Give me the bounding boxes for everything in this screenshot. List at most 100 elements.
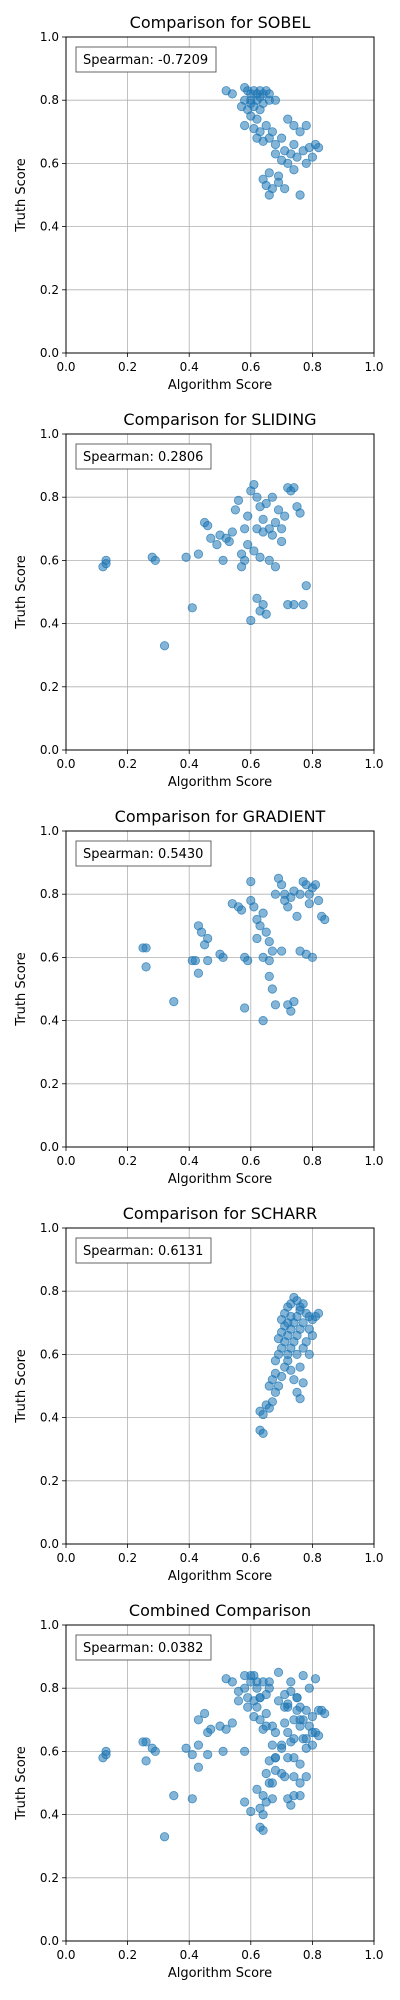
data-point [264, 133, 274, 143]
y-tick-label: 0.0 [40, 346, 59, 360]
y-tick-label: 1.0 [40, 1618, 59, 1632]
y-tick-label: 0.0 [40, 1934, 59, 1948]
x-tick-label: 0.4 [180, 1551, 199, 1565]
y-tick-label: 0.0 [40, 743, 59, 757]
data-point [255, 92, 265, 102]
data-point [286, 1299, 296, 1309]
data-point [212, 539, 222, 550]
x-tick-label: 0.8 [303, 757, 322, 771]
x-tick-label: 0.8 [303, 1154, 322, 1168]
data-point [286, 1343, 296, 1353]
data-point [264, 555, 274, 566]
x-tick-label: 0.2 [118, 360, 137, 374]
chart-title: Comparison for SCHARR [123, 1204, 318, 1223]
data-point [258, 952, 268, 963]
data-point [221, 1724, 231, 1734]
chart-panel-2: Comparison for GRADIENT 0.0 0.2 0.4 0.6 0.8 1.… [14, 807, 384, 1187]
x-tick-label: 0.0 [56, 1948, 75, 1962]
data-point [187, 603, 197, 613]
spearman-box [75, 443, 212, 470]
data-point [307, 952, 317, 963]
data-point [295, 127, 305, 137]
data-point [283, 902, 293, 912]
data-point [273, 1381, 284, 1391]
data-point [218, 555, 228, 566]
x-tick-label: 0.0 [56, 1154, 75, 1168]
data-point [267, 530, 277, 540]
scatter-series [221, 82, 324, 200]
y-tick-label: 0.6 [40, 553, 59, 567]
data-point [240, 1003, 250, 1013]
data-point [203, 1749, 213, 1760]
x-tick-label: 0.2 [118, 757, 137, 771]
data-point [289, 600, 299, 610]
data-point [246, 876, 256, 887]
chart-panel-3: Comparison for SCHARR 0.0 0.2 0.4 0.6 0.8 1.0 0… [14, 1204, 384, 1584]
x-tick-label: 0.8 [303, 360, 322, 374]
data-point [313, 143, 324, 153]
data-point [261, 1768, 271, 1779]
x-axis-label: Algorithm Score [168, 775, 272, 790]
data-point [304, 1721, 314, 1731]
data-point [246, 1806, 256, 1817]
data-point [150, 555, 160, 566]
y-tick-label: 0.0 [40, 1140, 59, 1154]
data-point [267, 492, 277, 502]
y-axis-label: Truth Score [14, 1349, 29, 1424]
data-point [283, 1699, 293, 1709]
data-point [301, 1734, 311, 1744]
y-tick-label: 0.0 [40, 1537, 59, 1551]
data-point [196, 927, 207, 937]
y-tick-label: 0.8 [40, 887, 59, 901]
data-point [252, 593, 262, 603]
data-point [255, 921, 265, 931]
data-point [227, 527, 237, 537]
y-axis-label: Truth Score [14, 952, 29, 1027]
data-point [240, 120, 250, 131]
data-point [320, 914, 330, 925]
data-point [264, 1778, 274, 1788]
data-point [286, 1686, 296, 1696]
data-point [101, 555, 111, 566]
data-point [286, 1365, 296, 1375]
x-tick-label: 0.2 [118, 1948, 137, 1962]
x-tick-label: 0.0 [56, 757, 75, 771]
data-point [236, 562, 247, 572]
data-point [233, 1696, 244, 1706]
data-point [258, 1428, 268, 1439]
data-point [280, 184, 290, 194]
data-point [258, 1015, 268, 1026]
data-point [270, 889, 281, 899]
scatter-series [138, 873, 330, 1026]
data-point [261, 927, 271, 937]
data-point [304, 1349, 314, 1360]
data-point [313, 895, 324, 906]
data-point [270, 149, 281, 159]
data-point [264, 190, 274, 200]
spearman-label: Spearman: 0.6131 [83, 1244, 203, 1259]
data-point [270, 517, 281, 528]
data-point [218, 1746, 228, 1757]
data-point [101, 1746, 111, 1757]
x-tick-label: 0.0 [56, 360, 75, 374]
x-axis-label: Algorithm Score [168, 1569, 272, 1584]
data-point [255, 1715, 265, 1725]
data-point [310, 880, 321, 890]
data-point [283, 114, 293, 124]
y-tick-label: 0.4 [40, 220, 59, 234]
data-point [280, 1718, 290, 1728]
data-point [298, 1670, 308, 1681]
y-tick-label: 0.2 [40, 1871, 59, 1885]
data-point [252, 1683, 262, 1693]
data-point [252, 492, 262, 502]
spearman-label: Spearman: 0.5430 [83, 847, 203, 862]
data-point [252, 524, 262, 534]
data-point [276, 1371, 287, 1382]
data-point [193, 968, 204, 978]
data-point [289, 1734, 299, 1744]
y-tick-label: 0.2 [40, 680, 59, 694]
data-point [261, 1689, 271, 1700]
data-point [203, 955, 213, 966]
x-tick-label: 0.6 [241, 1154, 260, 1168]
